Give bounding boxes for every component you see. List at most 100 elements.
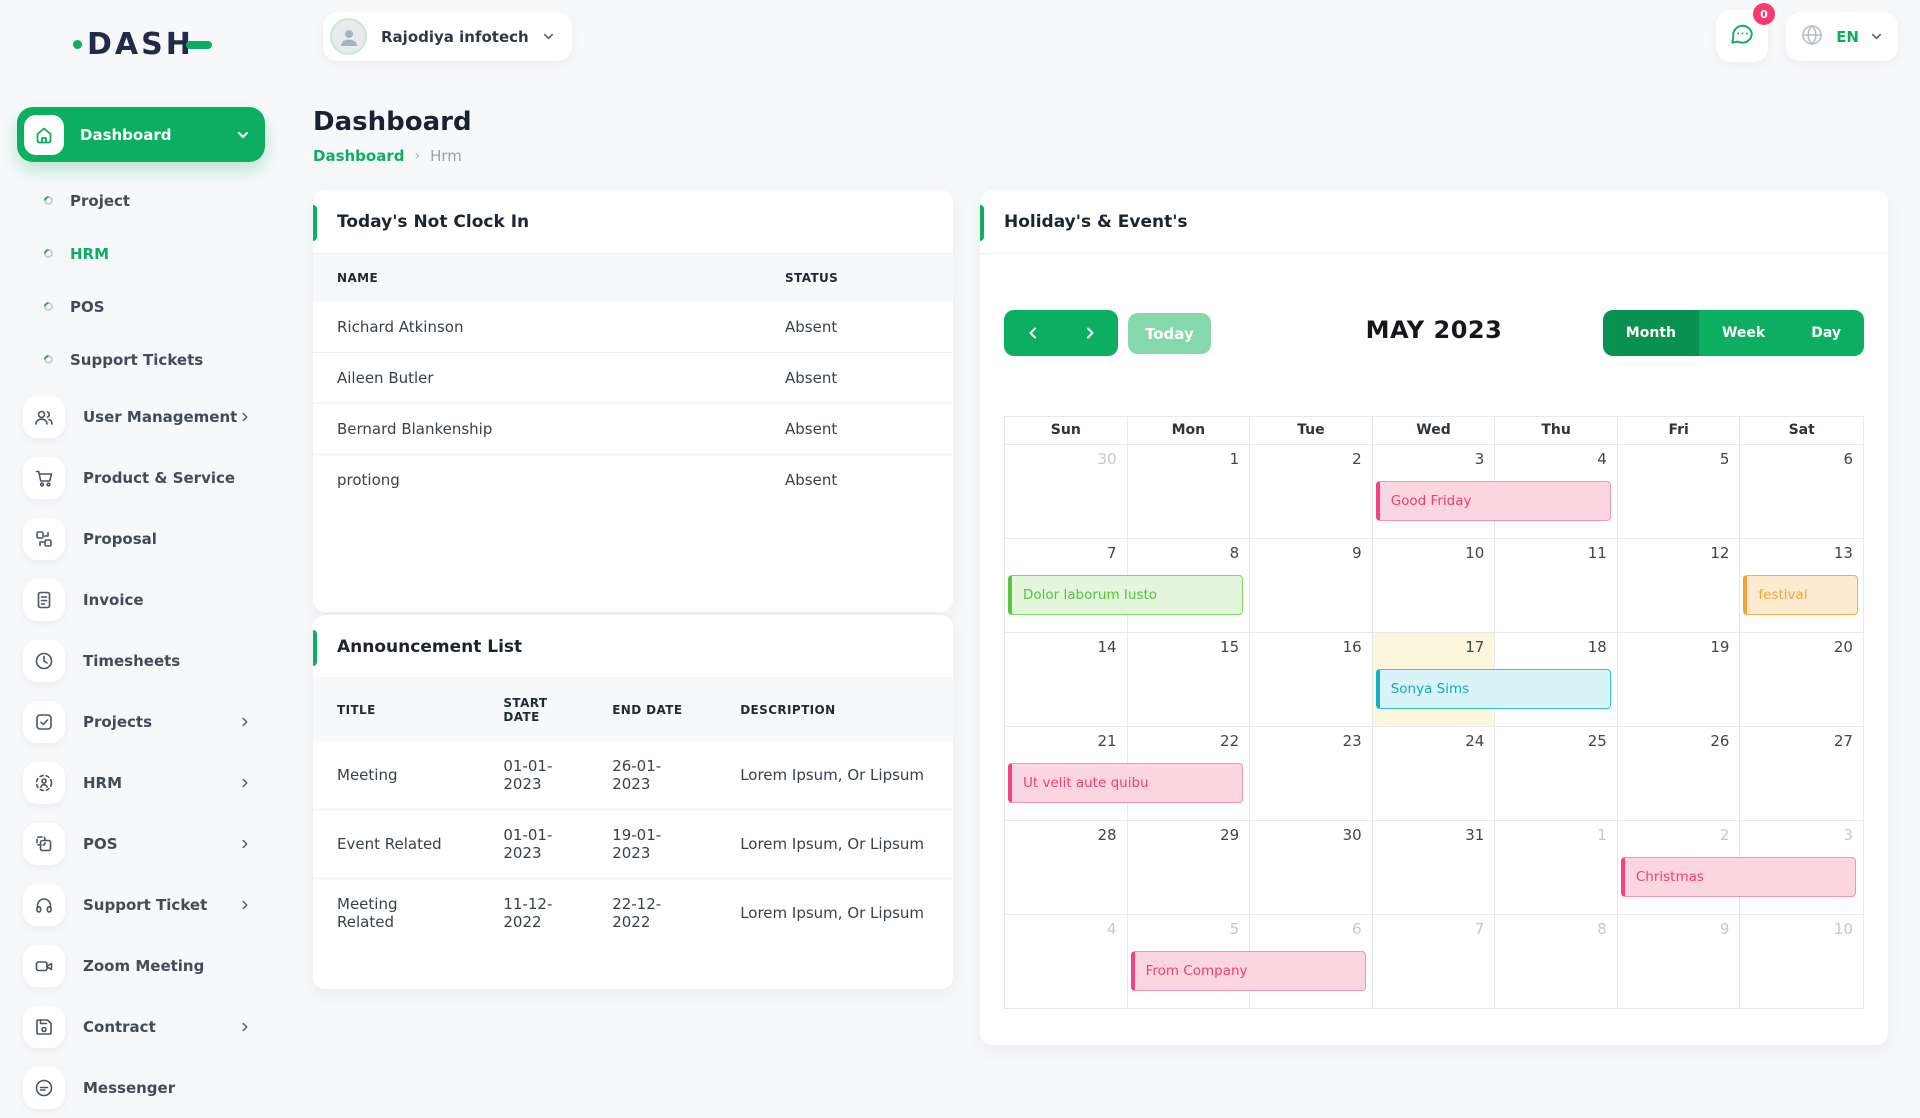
day-number: 21 — [1097, 732, 1116, 750]
sidebar-item-messenger[interactable]: Messenger — [0, 1057, 282, 1118]
sidebar-item-label: Zoom Meeting — [83, 957, 252, 975]
messages-button[interactable]: 0 — [1716, 10, 1768, 62]
sidebar-item-label: User Management — [83, 408, 238, 426]
calendar-day-cell[interactable]: 26 — [1618, 727, 1741, 820]
sidebar-item-timesheets[interactable]: Timesheets — [0, 630, 282, 691]
view-month-button[interactable]: Month — [1603, 310, 1699, 356]
calendar-event[interactable]: festival — [1743, 575, 1858, 615]
calendar-day-cell[interactable]: 9 — [1250, 539, 1373, 632]
breadcrumb-dashboard-link[interactable]: Dashboard — [313, 147, 404, 165]
calendar-day-cell[interactable]: 28 — [1005, 821, 1128, 914]
calendar-day-cell[interactable]: 31 — [1373, 821, 1496, 914]
calendar-day-cell[interactable]: 27 — [1740, 727, 1863, 820]
calendar-event[interactable]: Ut velit aute quibu — [1008, 763, 1243, 803]
calendar-day-cell[interactable]: 30 — [1250, 821, 1373, 914]
calendar-event[interactable]: Sonya Sims — [1376, 669, 1611, 709]
sidebar-item-project[interactable]: Project — [0, 174, 282, 227]
calendar-day-cell[interactable]: 10 — [1740, 915, 1863, 1008]
chevron-right-icon — [238, 898, 252, 912]
calendar-day-cell[interactable]: 7 — [1373, 915, 1496, 1008]
sidebar-item-label: Contract — [83, 1018, 238, 1036]
announcement-desc: Lorem Ipsum, Or Lipsum — [716, 879, 953, 948]
sidebar-item-contract[interactable]: Contract — [0, 996, 282, 1057]
calendar-day-cell-today[interactable]: 17 Sonya Sims — [1373, 633, 1496, 726]
calendar-day-cell[interactable]: 29 — [1128, 821, 1251, 914]
language-selector[interactable]: EN — [1786, 12, 1898, 61]
calendar-day-cell[interactable]: 2 Christmas — [1618, 821, 1741, 914]
calendar-day-cell[interactable]: 7 Dolor laborum Iusto — [1005, 539, 1128, 632]
calendar-event[interactable]: Dolor laborum Iusto — [1008, 575, 1243, 615]
chevron-right-icon — [238, 837, 252, 851]
table-row[interactable]: Aileen Butler Absent — [313, 353, 953, 404]
calendar-day-cell[interactable]: 1 — [1128, 445, 1251, 538]
table-row[interactable]: Richard Atkinson Absent — [313, 302, 953, 353]
day-number: 29 — [1220, 826, 1239, 844]
sidebar-item-proposal[interactable]: Proposal — [0, 508, 282, 569]
calendar-event[interactable]: From Company — [1131, 951, 1366, 991]
day-header: Tue — [1250, 417, 1373, 444]
calendar-day-cell[interactable]: 30 — [1005, 445, 1128, 538]
sidebar-item-product-service[interactable]: Product & Service — [0, 447, 282, 508]
day-number: 3 — [1843, 826, 1853, 844]
video-camera-icon — [23, 945, 65, 987]
view-day-button[interactable]: Day — [1788, 310, 1864, 356]
table-row[interactable]: Event Related 01-01-2023 19-01-2023 Lore… — [313, 810, 953, 879]
calendar-day-cell[interactable]: 9 — [1618, 915, 1741, 1008]
calendar-day-cell[interactable]: 20 — [1740, 633, 1863, 726]
calendar-event[interactable]: Christmas — [1621, 857, 1856, 897]
day-number: 1 — [1597, 826, 1607, 844]
announcement-table: Title Start Date End Date Description Me… — [313, 679, 953, 947]
workspace-switcher[interactable]: Rajodiya infotech — [323, 12, 572, 61]
column-header-start-date: Start Date — [479, 679, 588, 741]
calendar-day-cell[interactable]: 14 — [1005, 633, 1128, 726]
sidebar-item-user-management[interactable]: User Management — [0, 386, 282, 447]
sidebar-item-label: Dashboard — [80, 126, 235, 144]
calendar-day-cell[interactable]: 19 — [1618, 633, 1741, 726]
calendar-day-cell[interactable]: 11 — [1495, 539, 1618, 632]
day-number: 10 — [1834, 920, 1853, 938]
sidebar-item-invoice[interactable]: Invoice — [0, 569, 282, 630]
calendar-day-cell[interactable]: 24 — [1373, 727, 1496, 820]
calendar-day-cell[interactable]: 15 — [1128, 633, 1251, 726]
table-row[interactable]: Meeting Related 11-12-2022 22-12-2022 Lo… — [313, 879, 953, 948]
sidebar-item-pos[interactable]: POS — [0, 280, 282, 333]
calendar-day-cell[interactable]: 10 — [1373, 539, 1496, 632]
sidebar-item-hrm[interactable]: HRM — [0, 227, 282, 280]
calendar-day-cell[interactable]: 16 — [1250, 633, 1373, 726]
calendar-day-cell[interactable]: 12 — [1618, 539, 1741, 632]
calendar-day-cell[interactable]: 1 — [1495, 821, 1618, 914]
sidebar-item-projects[interactable]: Projects — [0, 691, 282, 752]
sidebar-item-hrm-group[interactable]: HRM — [0, 752, 282, 813]
day-number: 19 — [1710, 638, 1729, 656]
sidebar-item-support-ticket-group[interactable]: Support Ticket — [0, 874, 282, 935]
calendar-day-cell[interactable]: 5 From Company — [1128, 915, 1251, 1008]
calendar-day-cell[interactable]: 5 — [1618, 445, 1741, 538]
calendar-day-cell[interactable]: 4 — [1005, 915, 1128, 1008]
announcement-end: 22-12-2022 — [588, 879, 716, 948]
calendar-day-cell[interactable]: 23 — [1250, 727, 1373, 820]
table-row[interactable]: Meeting 01-01-2023 26-01-2023 Lorem Ipsu… — [313, 741, 953, 810]
sidebar-item-label: Invoice — [83, 591, 252, 609]
calendar-day-cell[interactable]: 21 Ut velit aute quibu — [1005, 727, 1128, 820]
day-number: 27 — [1834, 732, 1853, 750]
table-row[interactable]: protiong Absent — [313, 455, 953, 506]
announcement-start: 11-12-2022 — [479, 879, 588, 948]
calendar-day-cell[interactable]: 6 — [1740, 445, 1863, 538]
sidebar-item-zoom-meeting[interactable]: Zoom Meeting — [0, 935, 282, 996]
sidebar-item-pos-group[interactable]: POS — [0, 813, 282, 874]
sidebar-item-label: Projects — [83, 713, 238, 731]
calendar-day-cell[interactable]: 13 festival — [1740, 539, 1863, 632]
sidebar-item-dashboard[interactable]: Dashboard — [17, 107, 265, 162]
table-row[interactable]: Bernard Blankenship Absent — [313, 404, 953, 455]
day-number: 30 — [1343, 826, 1362, 844]
sidebar-item-support-tickets[interactable]: Support Tickets — [0, 333, 282, 386]
calendar-day-cell[interactable]: 8 — [1495, 915, 1618, 1008]
view-week-button[interactable]: Week — [1699, 310, 1788, 356]
clock-in-table: Name Status Richard Atkinson Absent Aile… — [313, 254, 953, 505]
brand-logo[interactable]: DASH — [73, 26, 282, 62]
calendar-day-cell[interactable]: 25 — [1495, 727, 1618, 820]
calendar-day-cell[interactable]: 3 Good Friday — [1373, 445, 1496, 538]
calendar-day-cell[interactable]: 2 — [1250, 445, 1373, 538]
calendar-event[interactable]: Good Friday — [1376, 481, 1611, 521]
document-icon — [23, 579, 65, 621]
